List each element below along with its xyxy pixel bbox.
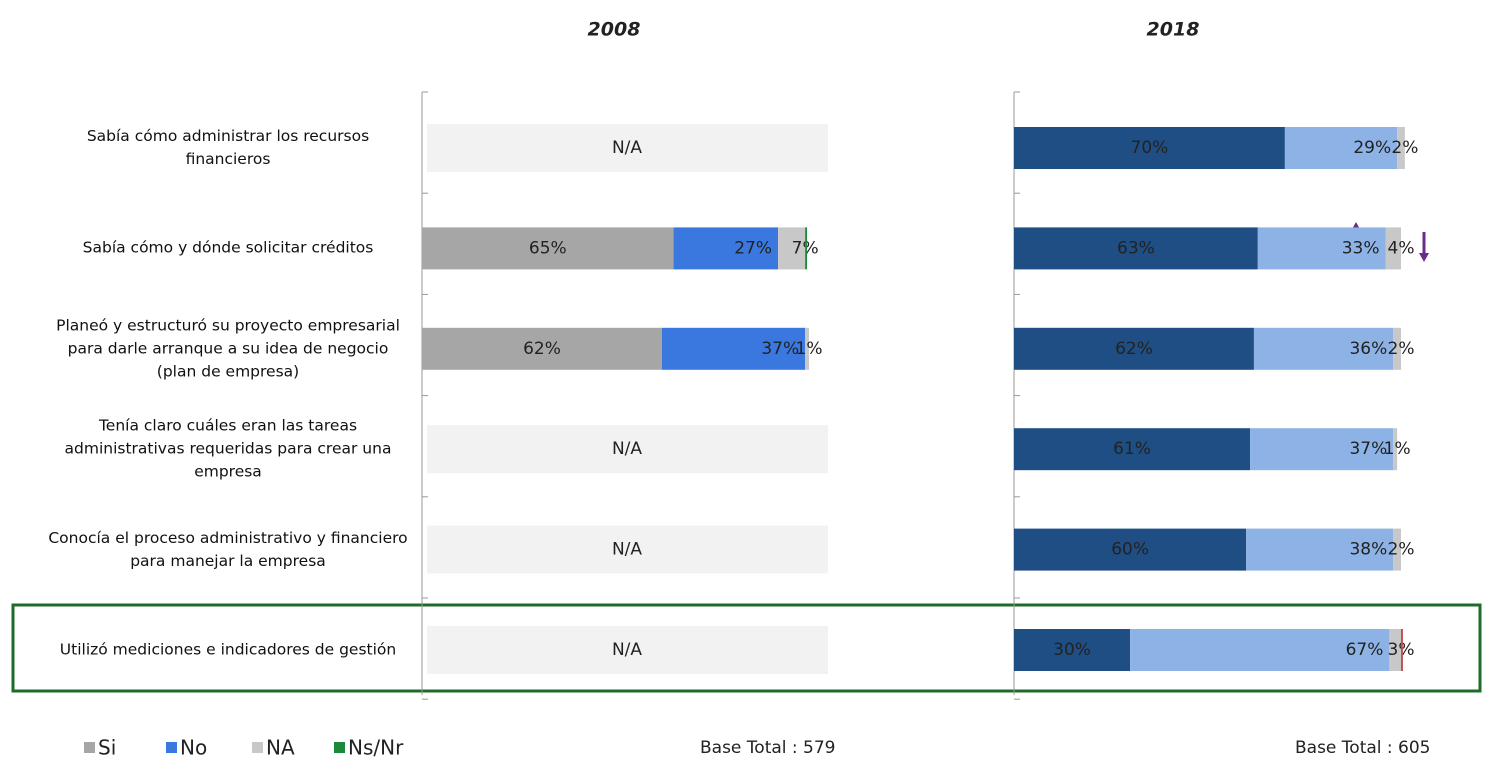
na-label: N/A — [612, 640, 642, 660]
bar-segment — [1393, 528, 1401, 571]
bar-segment — [1014, 227, 1258, 270]
na-label: N/A — [612, 439, 642, 459]
panel-title: 2008 — [588, 19, 641, 41]
base-total: Base Total : 605 — [1295, 738, 1431, 758]
bar-segment — [1014, 127, 1285, 169]
legend-swatch — [166, 742, 177, 753]
value-label: 61% — [1113, 439, 1151, 459]
bar-segment — [1393, 428, 1398, 471]
value-label: 37% — [761, 339, 799, 359]
na-label: N/A — [612, 138, 642, 158]
value-label: 2% — [1388, 339, 1415, 359]
bar-segment — [1014, 528, 1247, 571]
legend-swatch — [252, 742, 263, 753]
legend-swatch — [84, 742, 95, 753]
category-label: Tenía claro cuáles eran las tareas admin… — [64, 416, 392, 481]
bar-segment — [1253, 327, 1394, 370]
value-label: 1% — [1384, 439, 1411, 459]
highlight-box — [11, 603, 1482, 693]
value-label: 4% — [1388, 238, 1415, 258]
bar-segment — [422, 327, 662, 370]
legend-swatch — [334, 742, 345, 753]
bar-segment — [1250, 428, 1394, 471]
bar-segment — [778, 227, 806, 270]
value-label: 62% — [523, 339, 561, 359]
category-label: Planeó y estructuró su proyecto empresar… — [56, 316, 400, 381]
category-label: Utilizó mediciones e indicadores de gest… — [59, 640, 397, 659]
legend-label: NA — [266, 736, 295, 760]
value-label: 29% — [1353, 138, 1391, 158]
category-label: Conocía el proceso administrativo y fina… — [48, 528, 408, 570]
bar-segment — [1385, 227, 1401, 270]
value-label: 62% — [1115, 339, 1153, 359]
na-box — [427, 124, 828, 172]
na-box — [427, 425, 828, 474]
bar-segment — [1397, 127, 1405, 169]
legend-label: Si — [98, 736, 116, 760]
bar-segment — [805, 227, 808, 270]
bar-segment — [1389, 629, 1401, 671]
value-label: 37% — [1349, 439, 1387, 459]
value-label: 27% — [734, 238, 772, 258]
value-label: 65% — [529, 238, 567, 258]
na-box — [427, 626, 828, 674]
panel-title: 2018 — [1147, 19, 1200, 41]
down-arrow-head — [1419, 253, 1429, 262]
value-label: 30% — [1053, 640, 1091, 660]
legend-label: No — [180, 736, 207, 760]
value-label: 36% — [1349, 339, 1387, 359]
bar-segment — [1014, 629, 1131, 671]
bar-segment — [422, 227, 674, 270]
value-label: 70% — [1131, 138, 1169, 158]
bar-segment — [1257, 227, 1386, 270]
value-label: 2% — [1391, 138, 1418, 158]
bar-segment — [1393, 327, 1401, 370]
bar-segment — [805, 327, 809, 370]
bar-segment — [673, 227, 779, 270]
na-label: N/A — [612, 540, 642, 560]
bar-segment — [1246, 528, 1394, 571]
bar-segment — [1014, 327, 1254, 370]
base-total: Base Total : 579 — [700, 738, 836, 758]
bar-segment — [1284, 127, 1398, 169]
value-label: 63% — [1117, 238, 1155, 258]
bar-segment — [661, 327, 806, 370]
value-label: 38% — [1349, 540, 1387, 560]
value-label: 1% — [796, 339, 823, 359]
legend-label: Ns/Nr — [348, 736, 404, 760]
value-label: 2% — [1388, 540, 1415, 560]
na-box — [427, 525, 828, 574]
bar-segment — [1401, 629, 1403, 671]
category-label: Sabía cómo administrar los recursos fina… — [86, 127, 370, 168]
value-label: 60% — [1111, 540, 1149, 560]
bar-segment — [1014, 428, 1251, 471]
category-label: Sabía cómo y dónde solicitar créditos — [82, 238, 374, 257]
value-label: 33% — [1342, 238, 1380, 258]
value-label: 67% — [1346, 640, 1384, 660]
bar-segment — [1130, 629, 1390, 671]
